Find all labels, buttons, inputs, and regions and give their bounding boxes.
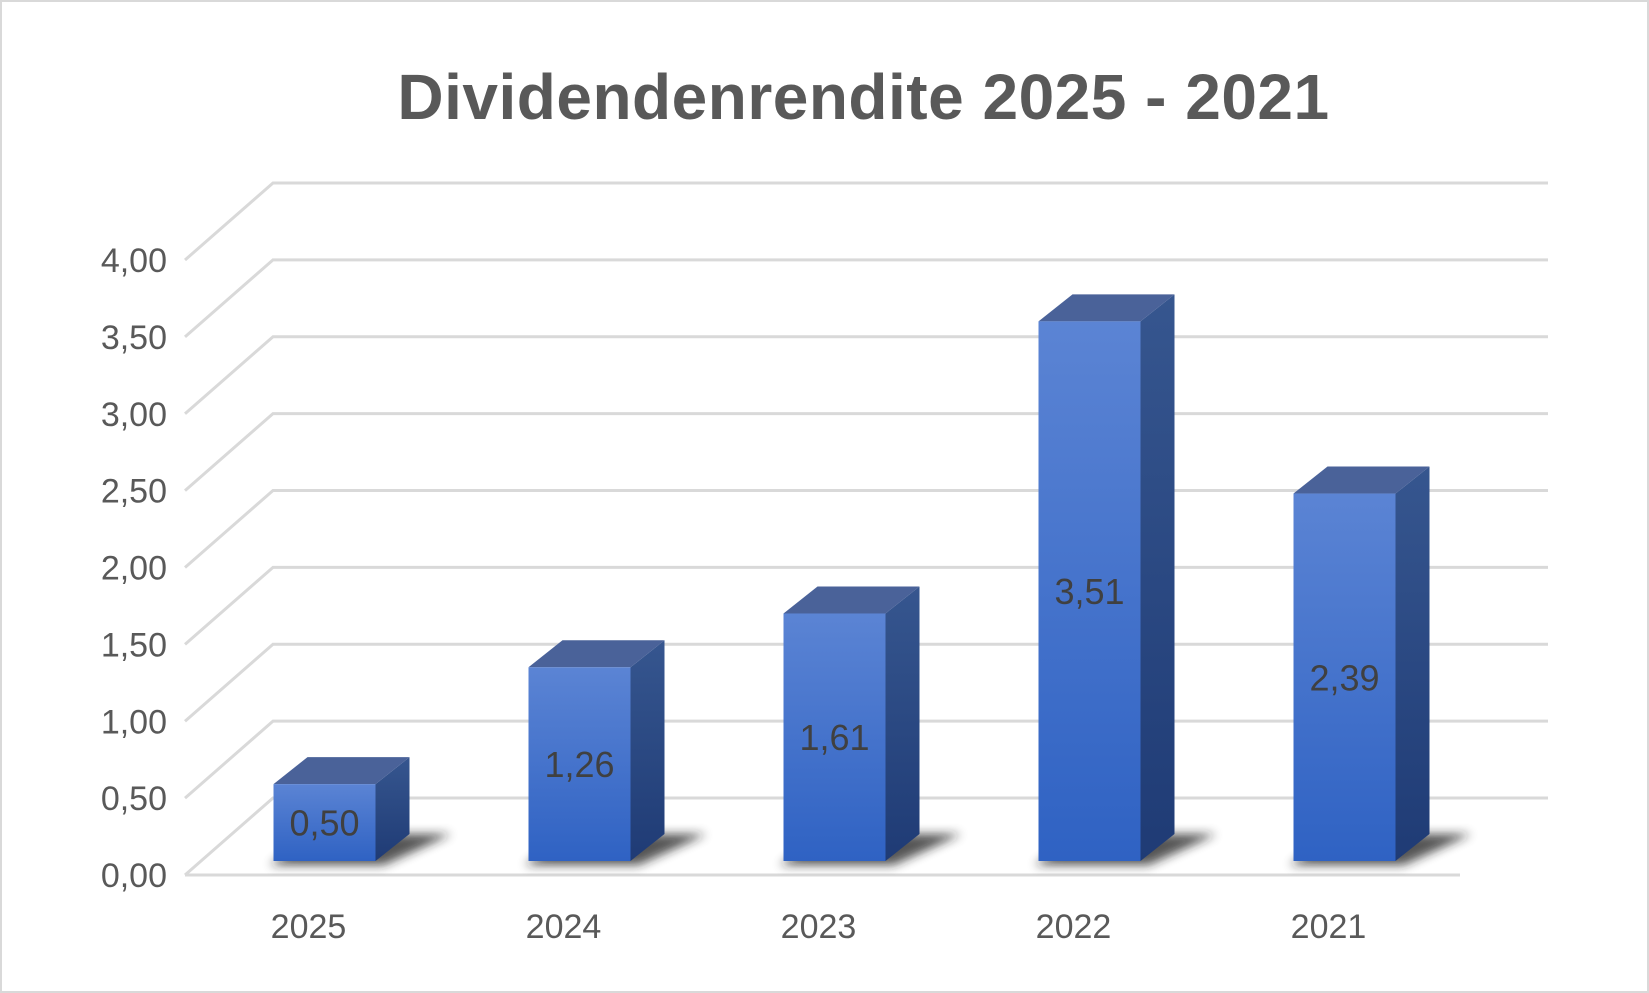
y-tick-label: 1,50: [101, 626, 167, 664]
bar-2023: [783, 613, 886, 861]
bar-2025: [273, 784, 376, 861]
bar-2021: [1293, 493, 1396, 861]
chart-title: Dividendenrendite 2025 - 2021: [397, 61, 1330, 133]
bar-side-2021: [1395, 466, 1430, 861]
bar-2024: [528, 667, 631, 861]
bar-side-2025: [375, 757, 410, 861]
x-tick-label: 2024: [526, 908, 602, 946]
x-tick-label: 2022: [1036, 908, 1112, 946]
y-tick-label: 0,00: [101, 857, 167, 895]
y-tick-label: 4,00: [101, 242, 167, 280]
data-label: 0,50: [289, 803, 359, 844]
gridline-7: [184, 258, 1548, 339]
y-tick-label: 2,00: [101, 550, 167, 588]
bar-side-2022: [1140, 294, 1175, 861]
bar-top-2025: [273, 757, 410, 785]
data-label: 1,26: [544, 744, 614, 785]
y-tick-label: 2,50: [101, 473, 167, 511]
y-tick-label: 3,50: [101, 319, 167, 357]
x-tick-label: 2021: [1291, 908, 1367, 946]
y-tick-label: 1,00: [101, 703, 167, 741]
x-tick-label: 2023: [781, 908, 857, 946]
y-tick-label: 3,00: [101, 396, 167, 434]
x-tick-label: 2025: [271, 908, 347, 946]
data-label: 2,39: [1309, 657, 1379, 698]
gridline-6: [184, 335, 1548, 415]
bar-side-2023: [885, 586, 920, 861]
bar-top-2024: [528, 640, 665, 668]
bar-top-2021: [1293, 466, 1430, 494]
gridline-8: [184, 181, 1548, 262]
bar-top-2023: [783, 586, 920, 614]
data-label: 1,61: [799, 717, 869, 758]
bar-top-2022: [1038, 294, 1175, 322]
bar-2022: [1038, 321, 1141, 861]
bar-side-2024: [630, 640, 665, 861]
y-tick-label: 0,50: [101, 780, 167, 818]
data-label: 3,51: [1054, 571, 1124, 612]
